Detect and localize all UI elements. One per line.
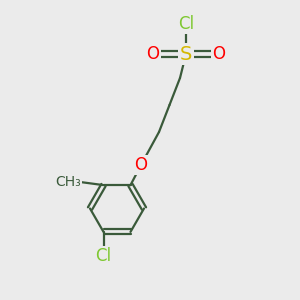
- Text: CH₃: CH₃: [55, 175, 81, 189]
- Text: Cl: Cl: [178, 15, 194, 33]
- Text: Cl: Cl: [95, 247, 112, 265]
- Text: O: O: [212, 45, 226, 63]
- Text: O: O: [134, 156, 148, 174]
- Text: S: S: [180, 44, 192, 64]
- Text: O: O: [146, 45, 160, 63]
